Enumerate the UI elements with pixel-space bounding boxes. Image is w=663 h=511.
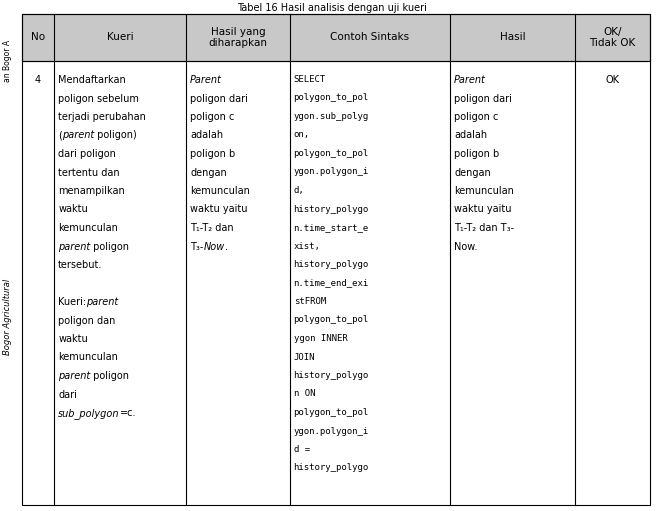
Text: adalah: adalah (454, 130, 487, 141)
Text: Now.: Now. (454, 242, 477, 251)
Text: history_polygo: history_polygo (294, 260, 369, 269)
Text: .: . (225, 242, 228, 251)
Text: Bogor Agricultural: Bogor Agricultural (3, 278, 13, 355)
Text: history_polygo: history_polygo (294, 204, 369, 214)
Text: history_polygo: history_polygo (294, 371, 369, 380)
Text: poligon c: poligon c (454, 112, 499, 122)
Text: T₁-T₂ dan: T₁-T₂ dan (190, 223, 234, 233)
Text: waktu: waktu (58, 334, 88, 344)
Text: dengan: dengan (454, 168, 491, 177)
Text: poligon c: poligon c (190, 112, 235, 122)
Text: history_polygo: history_polygo (294, 463, 369, 473)
Text: Tabel 16 Hasil analisis dengan uji kueri: Tabel 16 Hasil analisis dengan uji kueri (237, 3, 426, 13)
Text: Mendaftarkan: Mendaftarkan (58, 75, 126, 85)
Text: poligon b: poligon b (454, 149, 499, 159)
Text: poligon): poligon) (94, 130, 137, 141)
Text: polygon_to_pol: polygon_to_pol (294, 408, 369, 417)
Text: ygon INNER: ygon INNER (294, 334, 347, 343)
Text: on,: on, (294, 130, 310, 140)
Text: Parent: Parent (454, 75, 486, 85)
Text: waktu yaitu: waktu yaitu (454, 204, 512, 215)
Text: poligon b: poligon b (190, 149, 235, 159)
Text: polygon_to_pol: polygon_to_pol (294, 315, 369, 324)
Text: poligon dari: poligon dari (190, 94, 248, 104)
Text: JOIN: JOIN (294, 353, 315, 361)
Text: parent: parent (58, 371, 90, 381)
Text: n ON: n ON (294, 389, 315, 399)
Text: Parent: Parent (190, 75, 222, 85)
Text: parent: parent (62, 130, 94, 141)
Text: parent: parent (58, 242, 90, 251)
Text: poligon sebelum: poligon sebelum (58, 94, 139, 104)
Text: poligon dari: poligon dari (454, 94, 512, 104)
Text: ygon.polygon_i: ygon.polygon_i (294, 168, 369, 176)
Text: kemunculan: kemunculan (454, 186, 514, 196)
Text: Contoh Sintaks: Contoh Sintaks (330, 33, 410, 42)
Text: d =: d = (294, 445, 310, 454)
Text: Hasil: Hasil (500, 33, 526, 42)
Text: dengan: dengan (190, 168, 227, 177)
Bar (22, 61, 650, 505)
Text: menampilkan: menampilkan (58, 186, 125, 196)
Text: Hasil yang
diharapkan: Hasil yang diharapkan (208, 27, 267, 49)
Text: Kueri: Kueri (107, 33, 133, 42)
Text: Now: Now (204, 242, 225, 251)
Text: poligon dan: poligon dan (58, 315, 115, 326)
Text: =c.: =c. (119, 408, 136, 418)
Text: kemunculan: kemunculan (190, 186, 250, 196)
Text: n.time_end_exi: n.time_end_exi (294, 278, 369, 288)
Text: tertentu dan: tertentu dan (58, 168, 120, 177)
Text: T₁-T₂ dan T₃-: T₁-T₂ dan T₃- (454, 223, 514, 233)
Text: waktu: waktu (58, 204, 88, 215)
Text: parent: parent (86, 297, 119, 307)
Text: kemunculan: kemunculan (58, 353, 118, 362)
Text: poligon: poligon (90, 242, 129, 251)
Bar (22, 14, 650, 61)
Text: sub_polygon: sub_polygon (58, 408, 119, 419)
Text: terjadi perubahan: terjadi perubahan (58, 112, 146, 122)
Text: waktu yaitu: waktu yaitu (190, 204, 248, 215)
Text: No: No (31, 33, 45, 42)
Text: OK/
Tidak OK: OK/ Tidak OK (589, 27, 636, 49)
Text: n.time_start_e: n.time_start_e (294, 223, 369, 232)
Text: an Bogor A: an Bogor A (3, 40, 13, 82)
Text: poligon: poligon (90, 371, 129, 381)
Text: ygon.sub_polyg: ygon.sub_polyg (294, 112, 369, 121)
Text: dari: dari (58, 389, 77, 400)
Text: dari poligon: dari poligon (58, 149, 116, 159)
Text: xist,: xist, (294, 242, 320, 250)
Text: OK: OK (605, 75, 619, 85)
Text: polygon_to_pol: polygon_to_pol (294, 149, 369, 158)
Text: kemunculan: kemunculan (58, 223, 118, 233)
Text: stFROM: stFROM (294, 297, 326, 306)
Text: Kueri:: Kueri: (58, 297, 86, 307)
Text: (: ( (58, 130, 62, 141)
Text: ygon.polygon_i: ygon.polygon_i (294, 427, 369, 435)
Text: tersebut.: tersebut. (58, 260, 103, 270)
Text: SELECT: SELECT (294, 75, 326, 84)
Text: 4: 4 (35, 75, 41, 85)
Text: adalah: adalah (190, 130, 223, 141)
Text: polygon_to_pol: polygon_to_pol (294, 94, 369, 103)
Text: T₃-: T₃- (190, 242, 204, 251)
Text: d,: d, (294, 186, 304, 195)
